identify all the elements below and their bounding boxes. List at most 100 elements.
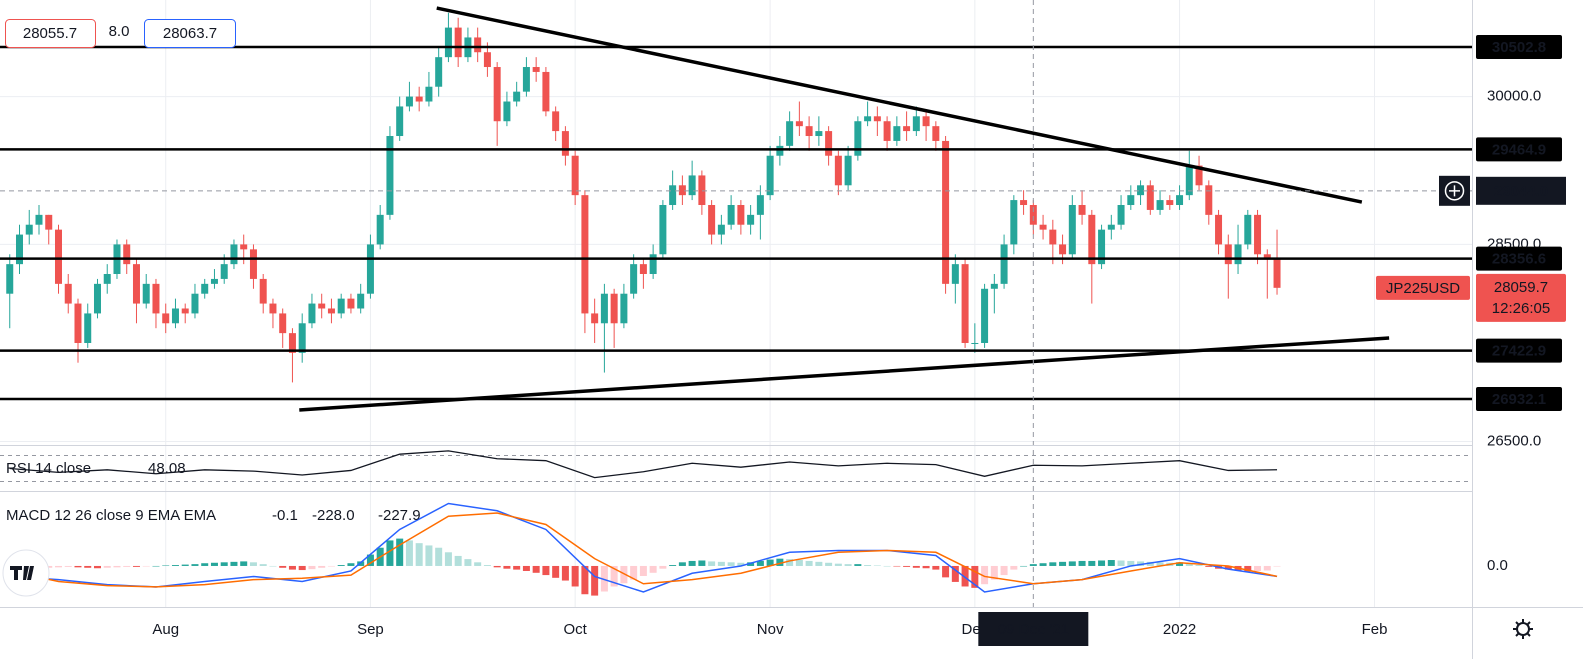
candle-body xyxy=(522,67,530,92)
symbol-label: JP225USD xyxy=(1386,280,1460,297)
macd-histogram-bar xyxy=(308,565,316,570)
macd-histogram-bar xyxy=(435,547,443,566)
rsi-line xyxy=(9,450,1278,479)
macd-histogram-bar xyxy=(932,565,940,570)
candle-body xyxy=(162,313,170,324)
crosshair-date: 09 Dec '21 xyxy=(998,621,1069,638)
macd-histogram-bar xyxy=(1205,565,1213,567)
candle-body xyxy=(84,313,92,343)
crosshair-date-box xyxy=(978,612,1089,646)
candle-body xyxy=(649,254,657,274)
macd-histogram-bar xyxy=(152,565,160,567)
candle-body xyxy=(1039,224,1047,230)
macd-histogram-bar xyxy=(805,560,813,566)
candle-body xyxy=(698,175,706,206)
candle-body xyxy=(630,264,638,294)
candle-body xyxy=(903,126,911,132)
candle-body xyxy=(1234,244,1242,265)
candle-body xyxy=(1195,165,1203,186)
macd-histogram-bar xyxy=(669,565,677,566)
candle-body xyxy=(503,101,511,122)
settings-icon[interactable] xyxy=(1513,619,1533,639)
macd-histogram-bar xyxy=(678,562,686,566)
macd-histogram-bar xyxy=(1020,565,1028,567)
candle-body xyxy=(1000,244,1008,284)
candle-body xyxy=(25,224,33,235)
macd-histogram-bar xyxy=(93,565,101,569)
candle-body xyxy=(659,205,667,255)
candle-body xyxy=(288,333,296,353)
macd-histogram-bar xyxy=(123,565,131,567)
candle-body xyxy=(922,116,930,127)
candle-body xyxy=(1156,200,1164,210)
crosshair-plus-icon xyxy=(1449,185,1460,197)
macd-histogram-bar xyxy=(454,555,462,566)
candle-body xyxy=(1010,200,1018,245)
macd-histogram-bar xyxy=(903,565,911,567)
macd-histogram-bar xyxy=(971,565,979,588)
candle-body xyxy=(1107,224,1115,230)
candle-body xyxy=(766,155,774,196)
candle-body xyxy=(942,140,950,284)
macd-histogram-bar xyxy=(561,565,569,581)
macd-histogram-bar xyxy=(961,565,969,587)
candle-body xyxy=(542,71,550,112)
countdown: 12:26:05 xyxy=(1492,300,1550,317)
candle-body xyxy=(1205,185,1213,215)
candle-body xyxy=(474,37,482,53)
macd-histogram-bar xyxy=(201,563,209,566)
x-tick-label: Oct xyxy=(563,621,587,638)
macd-histogram-bar xyxy=(922,565,930,569)
candle-body xyxy=(54,229,62,284)
macd-histogram-bar xyxy=(942,565,950,578)
candle-body xyxy=(864,116,872,122)
candle-body xyxy=(376,214,384,245)
candle-body xyxy=(191,293,199,314)
macd-histogram-bar xyxy=(318,565,326,568)
candle-body xyxy=(1059,244,1067,255)
macd-histogram-bar xyxy=(747,562,755,566)
candle-body xyxy=(220,264,228,279)
macd-histogram-bar xyxy=(552,565,560,578)
candle-body xyxy=(1088,214,1096,265)
macd-histogram-bar xyxy=(776,558,784,566)
level-label: 29464.9 xyxy=(1492,141,1546,158)
macd-histogram-bar xyxy=(825,562,833,566)
macd-histogram-bar xyxy=(1098,560,1106,566)
candle-body xyxy=(756,195,764,215)
macd-histogram-bar xyxy=(708,561,716,566)
level-label-box xyxy=(1476,246,1562,271)
buy-price: 28063.7 xyxy=(163,25,217,42)
macd-histogram-bar xyxy=(113,565,121,568)
sell-box xyxy=(5,19,96,48)
candle-body xyxy=(347,298,355,309)
x-tick-label: 2022 xyxy=(1163,621,1196,638)
candle-body xyxy=(142,283,150,304)
macd-histogram-bar xyxy=(756,560,764,566)
macd-histogram-bar xyxy=(45,565,53,568)
candle-body xyxy=(210,278,218,284)
candle-body xyxy=(513,91,521,102)
candle-body xyxy=(240,244,248,250)
candle-body xyxy=(386,136,394,215)
candle-body xyxy=(708,205,716,235)
macd-histogram-bar xyxy=(464,559,472,566)
macd-histogram-bar xyxy=(649,565,657,573)
macd-histogram-bar xyxy=(717,561,725,566)
candle-body xyxy=(639,264,647,274)
macd-histogram-bar xyxy=(74,565,82,568)
buy-box xyxy=(144,19,236,48)
macd-histogram-bar xyxy=(610,565,618,587)
macd-histogram-bar xyxy=(171,565,179,566)
macd-histogram-bar xyxy=(269,565,277,567)
candle-body xyxy=(249,249,257,279)
macd-histogram-bar xyxy=(639,565,647,576)
macd-histogram-bar xyxy=(288,565,296,570)
candle-body xyxy=(971,342,979,344)
plot xyxy=(0,0,1472,607)
macd-histogram-bar xyxy=(1137,561,1145,566)
candle-body xyxy=(825,131,833,156)
y-tick-label: 26500.0 xyxy=(1487,433,1541,450)
macd-histogram-bar xyxy=(503,565,511,569)
